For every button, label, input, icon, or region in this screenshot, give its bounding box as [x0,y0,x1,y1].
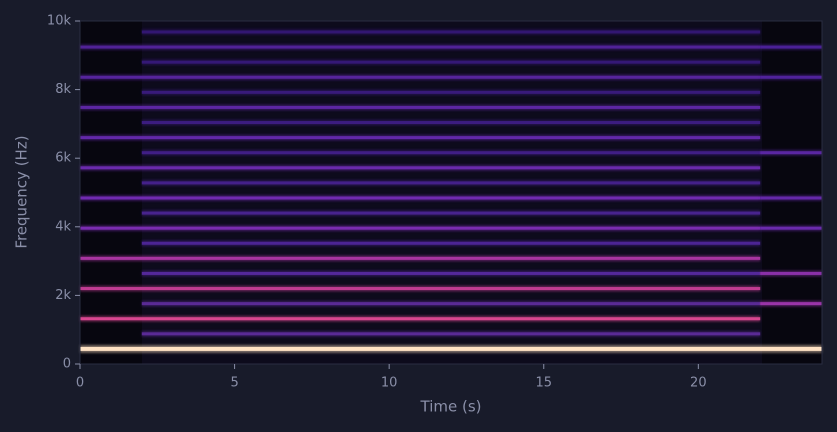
harmonic-band [141,121,761,125]
harmonic-band [141,60,761,64]
harmonic-band [80,136,761,140]
y-axis-title: Frequency (Hz) [13,135,31,248]
harmonic-band [80,256,761,260]
harmonic-band [760,196,822,200]
harmonic-band [760,226,822,230]
y-tick-label: 0 [63,357,71,372]
harmonic-band [760,151,822,155]
harmonic-band [141,241,761,245]
bands [80,28,822,353]
plot-border [79,20,823,365]
y-tick-label: 6k [55,151,71,166]
noise-floor [142,21,762,364]
harmonic-band [80,45,761,49]
harmonic-band [141,30,761,34]
harmonic-band [760,302,822,306]
y-tick-label: 8k [55,82,71,97]
x-tick-label: 10 [381,376,398,391]
harmonic-band [141,181,761,185]
x-tick-label: 5 [230,376,238,391]
harmonic-band [760,271,822,275]
harmonic-band [80,196,761,200]
x-axis-title: Time (s) [420,398,482,416]
harmonic-band [141,211,761,215]
y-tick-label: 2k [55,288,71,303]
harmonic-band [80,75,761,79]
harmonic-band [141,151,761,155]
harmonic-band [141,271,761,275]
x-tick-label: 0 [76,376,84,391]
harmonic-band [80,346,822,351]
y-tick-label: 10k [47,14,72,29]
x-tick-label: 15 [535,376,552,391]
y-tick-label: 4k [55,219,71,234]
harmonic-band [141,90,761,94]
harmonic-band [80,166,761,170]
harmonic-band [80,317,761,321]
harmonic-band [760,75,822,79]
harmonic-band [80,287,761,291]
harmonic-band [141,302,761,306]
harmonic-band [141,332,761,336]
x-tick-label: 20 [690,376,707,391]
harmonic-band [80,226,761,230]
harmonic-band [760,45,822,49]
harmonic-band [80,105,761,109]
